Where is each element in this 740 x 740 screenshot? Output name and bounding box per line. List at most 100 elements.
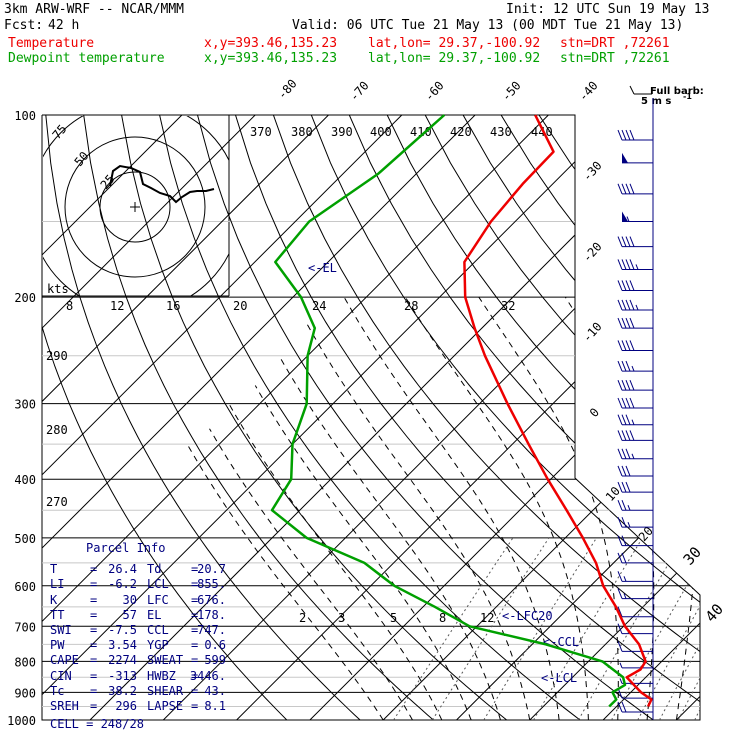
wind-barb-full (621, 360, 627, 372)
parcel-info-value: 296 (115, 699, 137, 713)
moist-adiabat (564, 296, 655, 720)
isotherm-label: -40 (576, 79, 601, 104)
lfc-annotation: <-LFC20 (502, 609, 553, 623)
model-name: 3km ARW-WRF -- NCAR/MMM (4, 2, 185, 17)
wind-barb-full (625, 414, 631, 425)
moist-adiabat (658, 296, 699, 720)
el-annotation: <-EL (308, 261, 337, 275)
parcel-info-value: 43. (204, 684, 226, 698)
moist-adiabat (186, 443, 384, 720)
wind-barb (617, 183, 653, 195)
dry-adiabat (45, 115, 361, 720)
wind-barb (617, 259, 653, 270)
wind-barb-full (617, 606, 623, 617)
mixing-ratio-label: 16 (166, 299, 180, 313)
parcel-info-equals: = (191, 638, 198, 652)
isotherm (42, 115, 183, 720)
moist-adiabat (706, 297, 740, 720)
dry-adiabat-label: 430 (490, 125, 512, 139)
wind-barb-full (617, 397, 623, 409)
hodograph-trace (109, 164, 215, 204)
wind-barb-full (625, 129, 631, 141)
wind-barb-full (621, 236, 627, 247)
parcel-info-label: YGP (147, 638, 169, 652)
parcel-info-label: SHEAR (147, 684, 184, 698)
dry-adiabat-label: 410 (410, 125, 432, 139)
temperature-legend-xy: x,y=393.46,135.23 (204, 36, 338, 51)
wind-barb-half (627, 505, 631, 511)
wind-barb-full (621, 414, 627, 425)
barb-legend-barb (629, 85, 635, 95)
hodograph-ring (99, 171, 171, 243)
hodograph-units: kts (47, 282, 69, 296)
parcel-info-value: 20.7 (197, 562, 226, 576)
header: 3km ARW-WRF -- NCAR/MMM Init: 12 UTC Sun… (0, 0, 740, 66)
parcel-info-value: -6.2 (108, 577, 137, 591)
temperature-legend-latlon: lat,lon= 29.37,-100.92 (368, 36, 541, 51)
hodograph (43, 116, 229, 296)
wind-barb-full (621, 280, 627, 291)
parcel-info-label: TT (50, 608, 64, 622)
wind-barb-full (617, 588, 623, 599)
wind-barb (617, 606, 653, 618)
isotherm-label: -70 (347, 79, 372, 104)
parcel-info-equals: = (90, 669, 97, 683)
parcel-info-label: EL (147, 608, 161, 622)
forecast-hour: 42 h (48, 18, 80, 33)
wind-barb (617, 317, 653, 329)
wind-barb (622, 152, 653, 164)
wind-barb-full (617, 259, 623, 270)
wind-barb (617, 641, 653, 652)
parcel-info-cell: CELL = 248/28 (50, 717, 144, 731)
diagram-frame (41, 114, 701, 721)
hodograph-ring-label: 75 (50, 122, 70, 142)
isotherm (42, 115, 403, 720)
hodograph-ring (64, 136, 206, 278)
mixing-ratio-label: 28 (404, 299, 418, 313)
wind-barb-full (621, 500, 627, 511)
parcel-info-value: 3446. (190, 669, 226, 683)
wind-barb-full (621, 465, 627, 477)
dry-adiabat-label: 290 (46, 349, 68, 363)
wind-barb-half (619, 678, 623, 684)
dry-adiabat (42, 115, 288, 720)
parcel-info-label: T (50, 562, 57, 576)
wind-barb-full (625, 236, 631, 247)
wind-barb-full (625, 183, 631, 195)
wind-barb-full (621, 299, 627, 311)
dry-adiabat-label: 270 (46, 495, 68, 509)
parcel-info-value: 855. (197, 577, 226, 591)
mixing-ratio-label: 24 (312, 299, 326, 313)
wind-barb (617, 701, 653, 713)
parcel-info-equals: = (191, 562, 198, 576)
lcl-annotation: <-LCL (541, 671, 577, 685)
parcel-info-label: LAPSE (147, 699, 183, 713)
wind-barb-full (621, 552, 627, 564)
wind-barb (622, 211, 653, 223)
dry-adiabat-label: 380 (291, 125, 313, 139)
pressure-label: 400 (14, 473, 36, 487)
parcel-info-label: LFC (147, 593, 169, 607)
wind-barb-half (635, 304, 639, 311)
wind-barb-full (617, 183, 623, 195)
pressure-label: 600 (14, 580, 36, 594)
wind-barb-full (617, 552, 623, 564)
parcel-info-label: SWEAT (147, 653, 183, 667)
isotherm-label: 0 (587, 405, 602, 420)
parcel-info-label: Td (147, 562, 161, 576)
dry-adiabat-labels: 370 380 390 400 410 420 430 440 290 280 … (46, 125, 553, 509)
wind-barb-full (625, 340, 631, 351)
barb-legend-value: 5 m s (641, 96, 671, 107)
isotherm-label: -20 (580, 240, 605, 265)
mixing-ratio-label: 20 (233, 299, 247, 313)
wind-barb-full (625, 360, 631, 372)
wind-barb-full (617, 623, 623, 634)
wind-barb-full (629, 183, 635, 195)
parcel-info-equals: = (90, 593, 97, 607)
mixing-ratio-label: 12 (480, 611, 494, 625)
wind-barb (617, 481, 653, 493)
pressure-label: 300 (14, 398, 36, 412)
wind-barb-full (621, 340, 627, 351)
pressure-label: 100 (14, 109, 36, 123)
